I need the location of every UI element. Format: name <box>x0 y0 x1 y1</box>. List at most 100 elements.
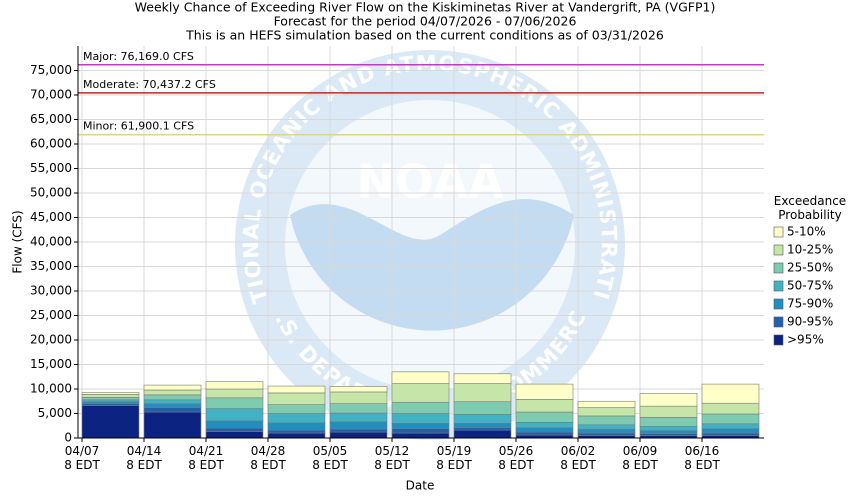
bar-segment <box>329 431 388 439</box>
x-tick-label: 04/14 8 EDT <box>126 444 162 472</box>
legend-label: 25-50% <box>787 261 833 275</box>
bar-segment <box>391 422 450 429</box>
legend-title: Exceedance Probability <box>774 194 846 222</box>
bar-segment <box>329 391 388 405</box>
bar-segment <box>143 407 202 413</box>
bar-segment <box>577 432 636 436</box>
bar-segment <box>81 394 140 398</box>
bar-segment <box>205 408 264 422</box>
bar-segment <box>267 432 326 439</box>
y-tick-label: 70,000 <box>30 88 72 102</box>
bar-segment <box>515 383 574 400</box>
x-tick-label: 04/21 8 EDT <box>188 444 224 472</box>
y-tick-label: 30,000 <box>30 284 72 298</box>
bar-segment <box>143 389 202 396</box>
y-tick-label: 75,000 <box>30 63 72 77</box>
legend-swatch <box>773 316 784 328</box>
bar-segment <box>453 422 512 429</box>
bar-segment <box>701 432 760 436</box>
legend-label: 5-10% <box>787 225 826 239</box>
threshold-label: Moderate: 70,437.2 CFS <box>83 78 216 91</box>
bar-segment <box>329 386 388 393</box>
legend-swatch <box>773 280 784 292</box>
bar-segment <box>81 397 140 401</box>
bar-segment <box>205 397 264 409</box>
y-axis-label: Flow (CFS) <box>11 210 25 273</box>
bar-segment <box>143 399 202 404</box>
bar-segment <box>143 403 202 408</box>
x-tick-label: 04/28 8 EDT <box>250 444 286 472</box>
bar-segment <box>391 432 450 439</box>
bar-segment <box>329 421 388 430</box>
threshold-label: Major: 76,169.0 CFS <box>83 50 194 63</box>
bar-segment <box>639 425 698 431</box>
bar-segment <box>639 417 698 427</box>
bar-segment <box>515 422 574 429</box>
logo-wave <box>290 199 574 331</box>
y-tick-label: 40,000 <box>30 235 72 249</box>
bar-segment <box>453 383 512 403</box>
legend-swatch <box>773 334 784 346</box>
bar-segment <box>143 411 202 439</box>
y-tick-label: 20,000 <box>30 333 72 347</box>
bar-segment <box>639 430 698 434</box>
x-tick-label: 05/19 8 EDT <box>436 444 472 472</box>
bar-segment <box>205 427 264 432</box>
x-tick-label: 05/05 8 EDT <box>312 444 348 472</box>
chart-note: This is an HEFS simulation based on the … <box>185 28 664 43</box>
bar-segment <box>515 411 574 423</box>
bar-segment <box>577 424 636 430</box>
bar-segment <box>143 394 202 401</box>
x-axis-label: Date <box>406 479 435 493</box>
legend-label: >95% <box>787 333 824 347</box>
legend-swatch <box>773 262 784 274</box>
bar-segment <box>577 428 636 434</box>
bar-segment <box>267 429 326 434</box>
x-tick-label: 05/26 8 EDT <box>498 444 534 472</box>
chart-subtitle: Forecast for the period 04/07/2026 - 07/… <box>274 14 577 29</box>
legend-label: 75-90% <box>787 297 833 311</box>
x-tick-label: 06/02 8 EDT <box>560 444 596 472</box>
y-tick-label: 0 <box>64 431 72 445</box>
bar-segment <box>391 401 450 414</box>
legend-label: 90-95% <box>787 315 833 329</box>
bar-segment <box>515 427 574 433</box>
y-tick-label: 5,000 <box>38 406 72 420</box>
bar-segment <box>639 393 698 407</box>
bar-segment <box>267 413 326 424</box>
bar-segment <box>205 388 264 399</box>
bar-segment <box>391 371 450 384</box>
bar-segment <box>81 392 140 395</box>
bar-segment <box>205 431 264 439</box>
bar-segment <box>267 422 326 431</box>
y-tick-label: 10,000 <box>30 382 72 396</box>
bar-segment <box>391 428 450 434</box>
bar-segment <box>453 427 512 431</box>
chart-title: Weekly Chance of Exceeding River Flow on… <box>135 0 716 15</box>
x-tick-label: 04/07 8 EDT <box>64 444 100 472</box>
bar-segment <box>701 413 760 425</box>
bar-segment <box>391 383 450 403</box>
y-tick-label: 50,000 <box>30 186 72 200</box>
legend-swatch <box>773 244 784 256</box>
bar-segment <box>391 413 450 424</box>
x-tick-label: 06/09 8 EDT <box>622 444 658 472</box>
bar-segment <box>701 383 760 404</box>
bar-segment <box>453 429 512 439</box>
bar-segment <box>329 412 388 423</box>
bar-segment <box>329 403 388 414</box>
bar-segment <box>329 428 388 433</box>
bar-segment <box>453 401 512 415</box>
legend-label: 10-25% <box>787 243 833 257</box>
legend-label: 50-75% <box>787 279 833 293</box>
y-tick-label: 45,000 <box>30 210 72 224</box>
bar-segment <box>143 384 202 391</box>
logo-name: NOAA <box>356 155 504 209</box>
bar-segment <box>639 405 698 418</box>
bar-segment <box>267 392 326 405</box>
bar-segment <box>577 415 636 426</box>
bar-segment <box>577 400 636 408</box>
bar-segment <box>453 414 512 424</box>
x-tick-label: 05/12 8 EDT <box>374 444 410 472</box>
